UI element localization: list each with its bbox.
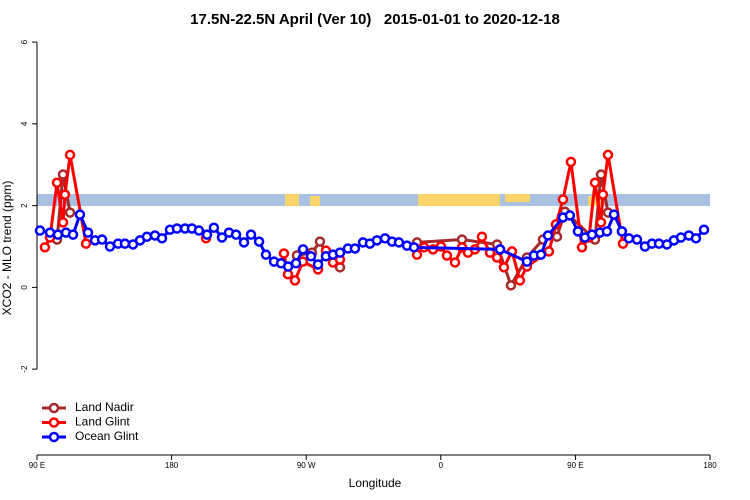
legend-marker	[48, 417, 60, 428]
data-point	[51, 177, 63, 188]
legend-label: Land Nadir	[75, 400, 134, 414]
data-point	[156, 233, 168, 244]
data-point	[393, 237, 405, 248]
data-point	[59, 189, 71, 200]
data-point	[119, 238, 131, 249]
y-tick-label: -2	[20, 365, 29, 373]
data-point	[476, 231, 488, 242]
x-tick-label: 90 E	[29, 461, 45, 470]
data-point	[449, 257, 461, 268]
data-point	[595, 217, 607, 228]
data-point	[602, 149, 614, 161]
data-point	[297, 244, 309, 255]
data-point	[82, 227, 94, 238]
x-tick-label: 90 E	[567, 461, 583, 470]
y-tick-label: 2	[20, 203, 29, 208]
data-point	[312, 259, 324, 270]
data-point	[67, 229, 79, 240]
y-tick-label: 0	[20, 285, 29, 290]
data-point	[216, 232, 228, 243]
data-point	[441, 250, 453, 261]
data-point	[631, 234, 643, 245]
data-point	[39, 242, 51, 253]
x-tick-label: 90 W	[297, 461, 316, 470]
data-point	[698, 224, 710, 235]
data-point	[601, 226, 613, 237]
data-point	[623, 233, 635, 244]
data-point	[34, 225, 46, 236]
x-tick-label: 0	[439, 461, 444, 470]
data-point	[690, 233, 702, 244]
data-point	[371, 235, 383, 246]
data-point	[57, 217, 69, 228]
data-point	[616, 226, 628, 237]
data-point	[64, 207, 76, 218]
legend-marker	[48, 431, 60, 443]
x-tick-label: 180	[703, 461, 717, 470]
y-axis-label: XCO2 - MLO trend (ppm)	[0, 181, 14, 316]
data-point	[171, 223, 183, 234]
data-point	[141, 231, 153, 242]
data-point	[572, 226, 584, 237]
data-point	[521, 256, 533, 267]
data-point	[349, 243, 361, 254]
chart-title: 17.5N-22.5N April (Ver 10) 2015-01-01 to…	[190, 11, 560, 28]
data-point	[104, 241, 116, 252]
legend-label: Ocean Glint	[75, 429, 139, 443]
data-point	[193, 225, 205, 236]
x-tick-label: 180	[165, 461, 179, 470]
legend-marker	[48, 402, 60, 414]
data-point	[230, 229, 242, 240]
data-point	[597, 189, 609, 200]
data-point	[491, 252, 503, 263]
data-point	[494, 244, 506, 255]
data-point	[505, 280, 517, 291]
data-point	[498, 262, 510, 273]
data-point	[557, 194, 569, 205]
data-point	[535, 249, 547, 260]
data-point	[260, 249, 272, 260]
land-mask-strip	[37, 194, 710, 206]
data-point	[565, 156, 577, 168]
data-point	[334, 247, 346, 258]
y-tick-label: 4	[20, 121, 29, 126]
data-point	[238, 237, 250, 248]
data-point	[201, 229, 213, 240]
data-point	[564, 210, 576, 221]
y-tick-label: 6	[20, 39, 29, 44]
x-axis-label: Longitude	[349, 476, 402, 490]
data-point	[576, 242, 588, 253]
data-point	[408, 242, 420, 253]
data-point	[253, 236, 265, 247]
data-point	[64, 149, 76, 161]
data-point	[290, 258, 302, 269]
data-point	[80, 238, 92, 249]
data-point	[314, 236, 326, 247]
data-point	[208, 222, 220, 233]
data-point	[278, 248, 290, 259]
data-point	[608, 209, 620, 220]
data-point	[74, 209, 86, 220]
data-point	[542, 230, 554, 241]
data-point	[305, 251, 317, 262]
data-point	[52, 229, 64, 240]
data-point	[96, 234, 108, 245]
data-point	[245, 229, 257, 240]
data-point	[289, 275, 301, 286]
legend-label: Land Glint	[75, 415, 130, 429]
data-point	[514, 275, 526, 286]
data-point	[589, 177, 601, 188]
